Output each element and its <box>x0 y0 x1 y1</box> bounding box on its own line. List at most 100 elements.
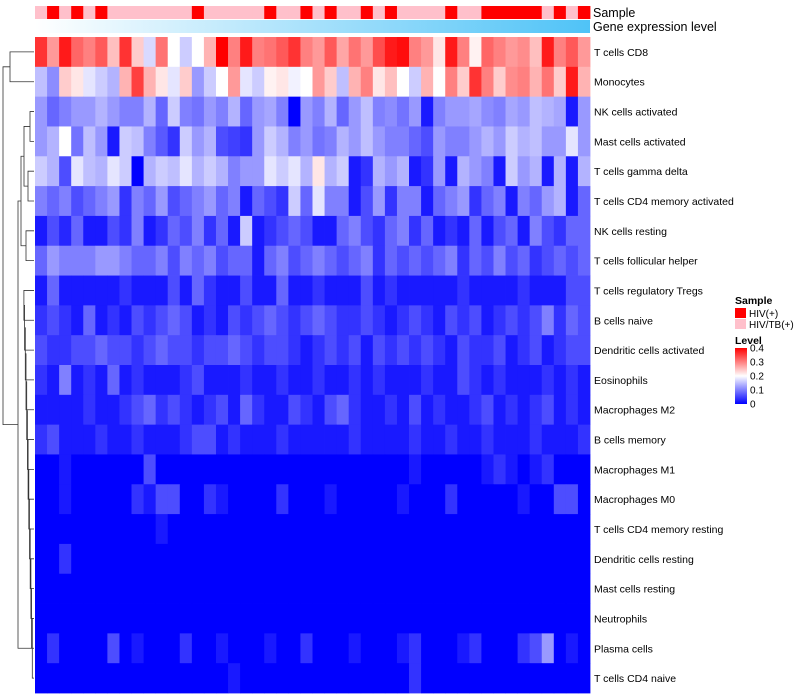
heatmap-cell <box>336 305 350 336</box>
heatmap-cell <box>529 394 543 426</box>
heatmap-cell <box>107 96 120 127</box>
heatmap-cell <box>59 126 72 157</box>
heatmap-cell <box>372 543 386 575</box>
heatmap-cell <box>95 305 108 336</box>
heatmap-cell <box>433 156 446 187</box>
heatmap-cell <box>107 424 120 455</box>
heatmap-cell <box>179 96 193 127</box>
heatmap-cell <box>131 96 144 127</box>
heatmap-cell <box>457 365 470 396</box>
heatmap-cell <box>35 215 48 247</box>
heatmap-cell <box>348 424 362 455</box>
heatmap-cell <box>215 66 229 98</box>
heatmap-cell <box>421 37 434 68</box>
heatmap-cell <box>228 215 241 247</box>
heatmap-cell <box>481 335 494 366</box>
heatmap-cell <box>324 156 338 187</box>
heatmap-cell <box>59 424 72 455</box>
heatmap-cell <box>276 603 289 634</box>
heatmap-cell <box>119 305 132 336</box>
heatmap-cell <box>95 335 108 366</box>
heatmap-cell <box>384 37 398 68</box>
heatmap-cell <box>553 484 567 515</box>
heatmap-cell <box>493 394 506 426</box>
heatmap-cell <box>481 156 494 187</box>
heatmap-cell <box>215 573 229 604</box>
heatmap-cell <box>276 37 289 68</box>
heatmap-cell <box>240 305 253 336</box>
heatmap-cell <box>131 275 144 306</box>
heatmap-cell <box>119 275 132 306</box>
sample-annotation-cell <box>143 6 157 19</box>
heatmap-cell <box>505 573 519 604</box>
heatmap-cell <box>505 126 519 157</box>
heatmap-cell <box>577 603 591 634</box>
heatmap-cell <box>409 603 422 634</box>
sample-annotation-bar <box>35 6 591 19</box>
heatmap-cell <box>348 126 362 157</box>
heatmap-cell <box>421 215 434 247</box>
heatmap-cell <box>155 37 169 68</box>
heatmap-cell <box>59 156 72 187</box>
heatmap-cell <box>433 663 446 694</box>
heatmap-cell <box>167 633 181 664</box>
sample-annotation-cell <box>191 6 205 19</box>
heatmap-cell <box>264 573 277 604</box>
heatmap-cell <box>457 37 470 68</box>
heatmap-cell <box>167 394 181 426</box>
heatmap-cell <box>264 215 277 247</box>
heatmap-cell <box>565 37 579 68</box>
heatmap-cell <box>324 96 338 127</box>
heatmap-cell <box>529 365 543 396</box>
heatmap-cell <box>71 66 84 98</box>
heatmap-cell <box>517 245 531 276</box>
row-label: Macrophages M1 <box>594 464 675 476</box>
heatmap-cell <box>409 663 422 694</box>
heatmap-cell <box>83 126 96 157</box>
heatmap-cell <box>445 424 458 455</box>
heatmap-cell <box>360 186 374 217</box>
heatmap-cell <box>252 335 265 366</box>
heatmap-cell <box>384 663 398 694</box>
heatmap-cell <box>553 663 567 694</box>
heatmap-cell <box>155 514 169 545</box>
heatmap-cell <box>481 245 494 276</box>
heatmap-cell <box>119 514 132 545</box>
heatmap-cell <box>421 424 434 455</box>
heatmap-cell <box>240 96 253 127</box>
heatmap-cell <box>167 424 181 455</box>
heatmap-cell <box>541 633 555 664</box>
heatmap-cell <box>35 484 48 515</box>
heatmap-cell <box>348 394 362 426</box>
heatmap-cell <box>300 424 313 455</box>
heatmap-cell <box>433 305 446 336</box>
heatmap-cell <box>47 215 60 247</box>
heatmap-cell <box>300 186 313 217</box>
sample-annotation-cell <box>517 6 531 19</box>
heatmap-cell <box>83 573 96 604</box>
heatmap-cell <box>71 633 84 664</box>
heatmap-cell <box>409 454 422 485</box>
legend: Sample HIV(+) HIV/TB(+) Level 0 0.1 0.2 0.3… <box>735 295 794 411</box>
heatmap-cell <box>215 424 229 455</box>
heatmap-cell <box>396 543 410 575</box>
heatmap-cell <box>107 633 120 664</box>
heatmap-cell <box>288 126 301 157</box>
heatmap-cell <box>457 633 470 664</box>
heatmap-cell <box>276 454 289 485</box>
heatmap-cell <box>95 514 108 545</box>
sample-annotation-cell <box>107 6 120 19</box>
heatmap-cell <box>372 96 386 127</box>
heatmap-cell <box>240 394 253 426</box>
heatmap-cell <box>457 424 470 455</box>
heatmap-cell <box>35 275 48 306</box>
heatmap-cell <box>276 305 289 336</box>
heatmap-cell <box>155 186 169 217</box>
heatmap-cell <box>336 573 350 604</box>
heatmap-cell <box>83 66 96 98</box>
heatmap-cell <box>565 424 579 455</box>
heatmap-cell <box>155 335 169 366</box>
sample-annotation-cell <box>203 6 217 19</box>
heatmap-cell <box>565 126 579 157</box>
heatmap-cell <box>457 275 470 306</box>
